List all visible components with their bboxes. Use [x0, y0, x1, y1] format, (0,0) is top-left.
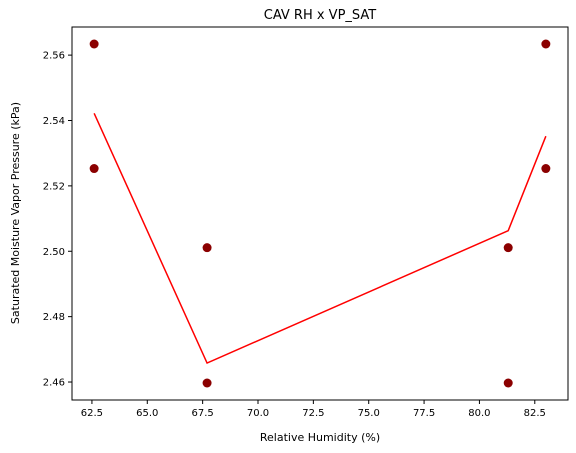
x-tick-label: 77.5 — [413, 408, 435, 419]
y-axis-label: Saturated Moisture Vapor Pressure (kPa) — [9, 102, 22, 324]
x-tick-label: 62.5 — [81, 408, 103, 419]
y-tick-label: 2.54 — [43, 116, 65, 127]
x-tick-label: 65.0 — [136, 408, 158, 419]
scatter-point — [503, 243, 513, 253]
x-tick-label: 75.0 — [358, 408, 380, 419]
scatter-point — [202, 243, 212, 253]
scatter-point — [89, 164, 99, 174]
scatter-point — [89, 39, 99, 49]
y-tick-label: 2.56 — [43, 51, 65, 62]
scatter-point — [541, 164, 551, 174]
scatter-point — [541, 39, 551, 49]
y-tick-label: 2.48 — [43, 312, 65, 323]
y-axis-ticks: 2.46 2.48 2.50 2.52 2.54 2.56 — [43, 51, 72, 389]
scatter-point — [202, 378, 212, 388]
x-tick-label: 70.0 — [247, 408, 269, 419]
x-axis-ticks: 62.5 65.0 67.5 70.0 72.5 75.0 77.5 80.0 82.5 — [81, 400, 546, 419]
x-tick-label: 80.0 — [468, 408, 490, 419]
plot-area — [71, 26, 569, 401]
x-tick-label: 72.5 — [302, 408, 324, 419]
scatter-point — [503, 378, 513, 388]
series-layer — [89, 39, 551, 388]
x-tick-label: 82.5 — [524, 408, 546, 419]
x-tick-label: 67.5 — [192, 408, 214, 419]
y-tick-label: 2.50 — [43, 247, 65, 258]
trend-line — [93, 112, 547, 365]
chart-title: CAV RH x VP_SAT — [264, 8, 377, 23]
y-tick-label: 2.52 — [43, 181, 65, 192]
y-tick-label: 2.46 — [43, 378, 65, 389]
x-axis-label: Relative Humidity (%) — [260, 431, 380, 444]
